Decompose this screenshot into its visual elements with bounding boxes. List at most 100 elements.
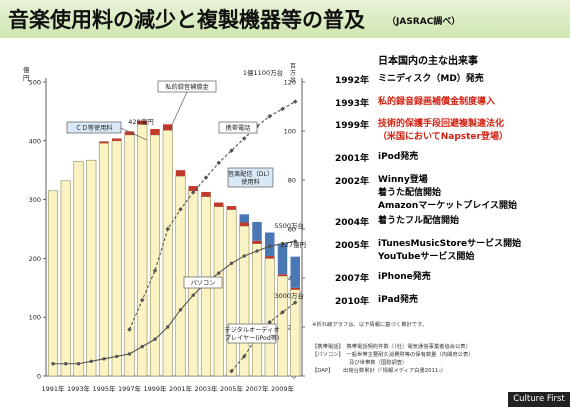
page-title: 音楽使用料の減少と複製機器等の普及 [8,8,365,32]
events-heading: 日本国内の主な出来事 [378,56,478,67]
line-point [115,354,119,359]
left-axis-unit: 円 [23,74,30,82]
line-point [267,319,273,325]
line-point [127,352,132,356]
bar [162,129,173,377]
event-year: 1993年 [335,99,370,109]
line-point [280,310,285,315]
annotation-dap-end: 3000万台 [274,291,304,300]
compensation-label-text: 私的録音補償金 [165,83,209,91]
line-point [229,368,234,374]
bar-compensation [277,274,288,277]
bar-digital [265,232,275,257]
event-text: （米国においてNapster登場） [378,132,508,142]
event-text: 着うたフル配信開始 [378,216,460,226]
cd-label-pointer [120,127,148,141]
event-text: 技術的保護手段回避複製違法化 [378,119,505,129]
bar-compensation [265,256,275,259]
pc-label-text: パソコン [191,280,216,287]
event-year: 2002年 [335,177,370,187]
event-text: iPod発売 [378,152,419,162]
bar-compensation [226,206,237,210]
right-tick-label: 100 [284,128,296,136]
right-axis-unit: 台 [290,76,296,84]
x-tick-label: 1999年 [143,384,167,393]
event-year: 1999年 [335,121,370,131]
dap-label-box [227,323,277,344]
line-point [217,271,221,275]
line-point [166,325,170,329]
bar-compensation [99,141,109,144]
line-point [191,293,195,297]
bar-compensation [163,124,173,131]
x-tick-label: 1997年 [118,384,142,393]
compensation-pointer [169,91,188,130]
digital-label-text: 使用料 [241,178,260,186]
bar-digital [252,221,262,241]
left-tick-label: 400 [29,137,41,145]
dap-label-text: プレイヤー(iPod等) [225,334,280,342]
line-point [255,249,259,253]
bar-digital [277,243,288,275]
brand-badge: Culture First [508,392,570,407]
line-point [267,114,273,119]
line-point [242,254,246,258]
bar [137,124,148,377]
annotation-revenue-end: 227億円 [281,240,306,249]
x-tick-label: 2003年 [194,384,218,393]
line-point [139,297,145,303]
event-text: iPhone発売 [378,272,431,282]
mobile-label-box [218,121,258,134]
bar-compensation [239,222,249,227]
x-tick-label: 2007年 [245,384,269,393]
bar [98,142,110,377]
notes-line: 【DAP】 出荷台数累計（『情報メディア白書2011』） [312,368,447,374]
event-year: 2004年 [335,218,370,228]
event-text: 私的録音録画補償金制度導入 [378,97,496,107]
annotation-pc-end: 5500万台 [274,221,304,230]
cd-label-box [66,121,122,134]
dap-label-text: デジタルオーディオ [224,326,279,334]
bar-compensation [124,131,135,135]
right-tick-label: 0 [292,373,296,381]
right-tick-label: 80 [288,177,296,185]
bar [124,134,135,377]
notes-line: 【パソコン】 一般世帯主要耐久消費財等の保有数量（内閣府公表） [312,352,474,358]
line-point [241,354,247,359]
line-series [128,101,296,330]
line-point [280,106,285,112]
x-tick-label: 1995年 [92,384,116,393]
event-text: iTunesMusicStoreサービス開始 [378,239,522,249]
event-year: 2001年 [335,154,370,164]
notes-lead: ※折れ線グラフは、以下情報に基づく推計です。 [312,322,428,328]
x-tick-label: 1991年 [41,384,65,393]
line-point [127,327,132,332]
event-text: Amazonマーケットプレイス開始 [378,201,517,211]
notes-line: 及び世帯数（国勢調査） [312,360,408,366]
bar-digital [290,256,300,288]
cd-label-text: ＣＤ等使用料 [75,124,112,132]
bar [60,180,71,377]
line-point [229,261,234,265]
x-tick-label: 1993年 [67,384,91,393]
bar-compensation [252,240,262,244]
line-point [280,242,285,246]
pc-label-box [183,276,223,289]
revenue-chart: 0100200300400500020406080100120億円百万台1991… [23,63,306,393]
line-point [293,239,297,243]
bar-compensation [201,191,211,197]
bar [239,225,250,377]
line-point [102,357,106,361]
annotation-mobile-end: 1億1100万台 [243,68,283,77]
bar [47,190,59,377]
right-axis-unit: 万 [290,70,296,77]
line-point [140,344,144,349]
bar-compensation [175,170,186,177]
bar-compensation [214,202,224,207]
bar-digital [239,214,249,223]
left-tick-label: 500 [29,79,41,87]
bar [251,243,263,377]
x-tick-label: 2001年 [169,384,193,393]
bar [226,209,237,377]
x-tick-label: 2009年 [271,384,295,393]
